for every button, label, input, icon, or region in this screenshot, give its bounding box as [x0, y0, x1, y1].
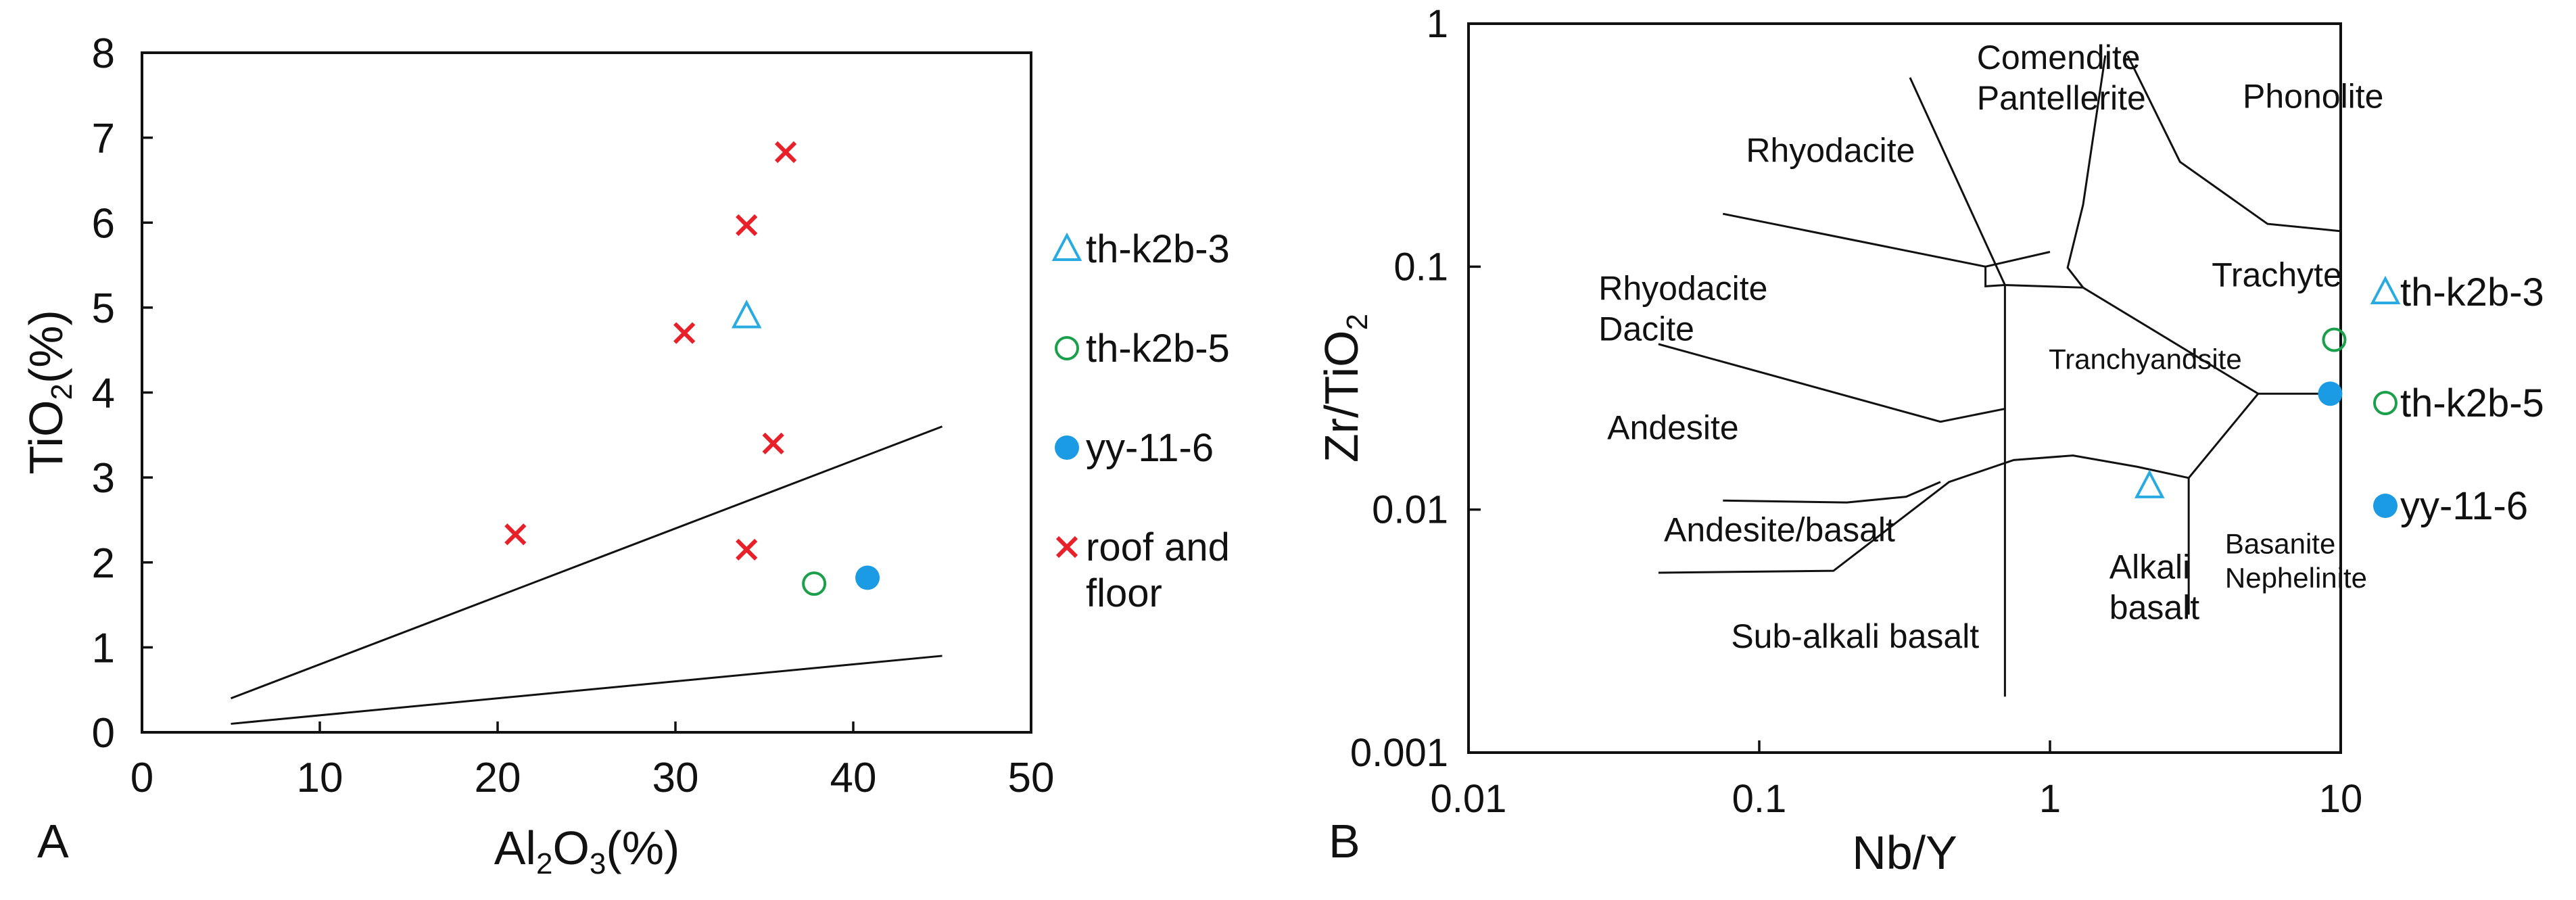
panel-b-data-points	[2134, 327, 2347, 498]
panel-b-field-boundaries	[1658, 55, 2341, 697]
panel-a-y-tick-label: 3	[92, 455, 115, 502]
panel-b-x-tick-label: 1	[2039, 777, 2061, 821]
panel-b-boundary-line-7	[2126, 55, 2341, 233]
panel-a-legend-label-yy-11-6: yy-11-6	[1086, 426, 1214, 470]
panel-b-boundary-line-6	[2066, 55, 2107, 289]
panel-b-x-tick-label: 10	[2319, 777, 2363, 821]
panel-b-field-andesite: Andesite	[1607, 408, 1739, 446]
panel-b-boundary-line-3	[1984, 251, 2051, 288]
panel-a-ticks: 0 10 20 30 40 50 0 1 2 3 4 5 6 7 8	[92, 30, 1055, 801]
panel-b-field-alkali-basalt: Alkali basalt	[2109, 548, 2200, 627]
panel-b-field-andesite-basalt: Andesite/basalt	[1664, 511, 1895, 549]
panel-a-legend-marker-th-k2b-3	[1051, 232, 1082, 261]
panel-b-field-phonolite: Phonolite	[2243, 78, 2384, 116]
panel-b-legend-item-yy-11-6: yy-11-6	[2373, 484, 2528, 528]
panel-b-legend-label-th-k2b-5: th-k2b-5	[2400, 381, 2544, 425]
panel-b-field-tranchyandsite: Tranchyandsite	[2049, 343, 2242, 375]
panel-b-x-tick-label: 0.1	[1732, 777, 1787, 821]
panel-b-point-yy-11-6	[2318, 381, 2343, 406]
panel-b-boundary-line-9	[1658, 454, 2189, 574]
panel-b-x-axis-label: Nb/Y	[1852, 826, 1957, 879]
panel-a-point-roof-and-floor	[736, 538, 758, 561]
panel-b-field-trachyte: Trachyte	[2212, 256, 2342, 293]
panel-a-y-tick-label: 6	[92, 200, 115, 247]
panel-a-legend-label-th-k2b-5: th-k2b-5	[1086, 327, 1230, 371]
panel-b-boundary-line-5	[1658, 343, 2005, 423]
panel-a-label: A	[37, 815, 69, 868]
panel-a-point-yy-11-6	[855, 565, 880, 590]
panel-b-y-axis-label: Zr/TiO2	[1315, 314, 1374, 463]
panel-b-field-basanite-nephelinite: Basanite Nephelinite	[2225, 528, 2367, 594]
panel-b-field-labels: Comendite Pantellerite Phonolite Rhyodacite…	[1598, 39, 2383, 655]
panel-b-legend-label-yy-11-6: yy-11-6	[2400, 484, 2528, 528]
panel-a-legend-item-yy-11-6: yy-11-6	[1055, 426, 1214, 470]
panel-a-boundary-line-2	[231, 655, 943, 725]
panel-a-x-tick-label: 50	[1008, 755, 1055, 801]
panel-a-point-th-k2b-5	[802, 571, 827, 596]
panel-a-legend-label-th-k2b-3: th-k2b-3	[1086, 227, 1230, 271]
panel-a-x-tick-label: 20	[475, 755, 521, 801]
panel-a-x-tick-label: 0	[130, 755, 153, 801]
panel-a-y-tick-label: 4	[92, 371, 115, 417]
panel-a-x-tick-label: 30	[652, 755, 699, 801]
panel-a-y-tick-label: 8	[92, 30, 115, 77]
panel-b-y-tick-label: 0.01	[1372, 488, 1448, 532]
panel-a-point-roof-and-floor	[762, 432, 784, 454]
panel-b-label: B	[1329, 815, 1360, 868]
panel-b-boundary-line-4	[1722, 212, 1986, 268]
panel-a-legend-marker-th-k2b-5	[1055, 336, 1079, 360]
panel-b-legend-label-th-k2b-3: th-k2b-3	[2400, 270, 2544, 314]
panel-a-legend-item-th-k2b-3: th-k2b-3	[1051, 227, 1230, 271]
panel-b-field-sub-alkali-basalt: Sub-alkali basalt	[1731, 617, 1979, 655]
panel-b-legend-marker-th-k2b-5	[2373, 391, 2398, 415]
panel-a-legend-item-roof-and-floor: roof and floor	[1055, 525, 1230, 615]
panel-a-legend: th-k2b-3 th-k2b-5 yy-11-6 roof and floor	[1051, 227, 1230, 615]
panel-b-legend-item-th-k2b-5: th-k2b-5	[2373, 381, 2544, 425]
panel-a-x-tick-label: 10	[297, 755, 343, 801]
panel-b-y-tick-label: 0.1	[1393, 245, 1448, 289]
panel-a-plot-frame	[141, 51, 1032, 734]
panel-a-point-th-k2b-3	[731, 300, 762, 329]
panel-a-legend-marker-roof-and-floor	[1055, 536, 1078, 559]
panel-a-y-tick-label: 1	[92, 625, 115, 671]
panel-b-y-tick-label: 1	[1427, 2, 1448, 46]
panel-a-legend-item-th-k2b-5: th-k2b-5	[1055, 327, 1230, 371]
panel-b-point-th-k2b-5	[2322, 327, 2347, 352]
panel-b-x-tick-label: 0.01	[1431, 777, 1507, 821]
panel-a-boundary-line-1	[230, 425, 943, 700]
panel-b-field-rhyodacite-dacite: Rhyodacite Dacite	[1598, 269, 1767, 348]
panel-b-field-comendite-pantellerite: Comendite Pantellerite	[1977, 39, 2146, 117]
panel-b-y-tick-label: 0.001	[1350, 731, 1448, 775]
panel-a-x-axis-label: Al2O3(%)	[494, 822, 680, 880]
panel-b-legend-marker-th-k2b-3	[2370, 275, 2401, 304]
panel-a-point-roof-and-floor	[736, 214, 758, 237]
panel-a-y-tick-label: 0	[92, 710, 115, 757]
panel-a-point-roof-and-floor	[774, 141, 797, 164]
panel-a-y-tick-label: 7	[92, 116, 115, 162]
panel-b-legend-marker-yy-11-6	[2373, 494, 2398, 518]
panel-a-y-tick-label: 5	[92, 285, 115, 332]
panel-a-legend-label-roof-and-floor: roof and floor	[1086, 525, 1230, 615]
panel-a-x-tick-label: 40	[830, 755, 877, 801]
panel-b-point-th-k2b-3	[2134, 469, 2165, 498]
panel-b-boundary-line-10	[1723, 481, 1941, 504]
panel-a-data-points	[504, 141, 880, 596]
panel-a-boundary-lines	[230, 425, 943, 725]
panel-a-point-roof-and-floor	[673, 322, 696, 344]
panel-b-legend: th-k2b-3 th-k2b-5 yy-11-6	[2370, 270, 2544, 528]
panel-a-y-axis-label: TiO2(%)	[20, 310, 78, 475]
panel-a-y-tick-label: 2	[92, 540, 115, 587]
panel-a-legend-marker-yy-11-6	[1055, 435, 1079, 460]
panel-a-point-roof-and-floor	[504, 523, 527, 546]
panel-b-field-rhyodacite: Rhyodacite	[1746, 131, 1915, 169]
panel-b-legend-item-th-k2b-3: th-k2b-3	[2370, 270, 2544, 314]
